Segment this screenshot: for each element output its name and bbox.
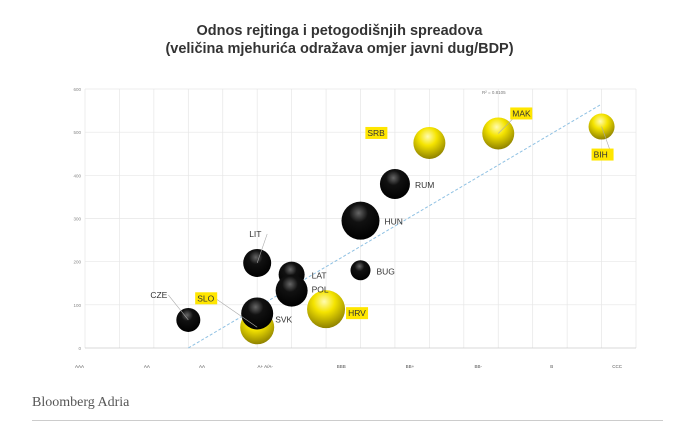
subtitle-line: (veličina mjehurića odražava omjer javni… bbox=[165, 41, 514, 57]
x-tick-label: AA bbox=[144, 364, 150, 369]
data-label: POL bbox=[312, 285, 329, 295]
data-label: RUM bbox=[415, 180, 434, 190]
x-tick-label: CCC bbox=[612, 364, 622, 369]
label-highlight bbox=[510, 107, 533, 120]
brand-footer: Bloomberg Adria bbox=[32, 395, 130, 410]
x-tick-label: AAA bbox=[75, 364, 84, 369]
y-tick-label: 400 bbox=[73, 173, 81, 178]
bubble-pol bbox=[275, 274, 308, 307]
x-tick-label: BB- bbox=[474, 364, 482, 369]
y-tick-label: 600 bbox=[73, 87, 81, 92]
trendline-r2-label: R² = 0.8105 bbox=[482, 90, 506, 95]
y-tick-label: 100 bbox=[73, 303, 81, 308]
data-label: HUN bbox=[385, 217, 403, 227]
data-label: CZE bbox=[150, 290, 167, 300]
label-highlight bbox=[591, 148, 614, 161]
chart-title: Odnos rejtinga i petogodišnjih spreadova… bbox=[0, 22, 679, 58]
leader-line bbox=[168, 294, 189, 321]
data-label: HRV bbox=[348, 308, 366, 318]
data-label: SRB bbox=[367, 128, 385, 138]
bubble-svk bbox=[241, 297, 274, 330]
data-label: SVK bbox=[275, 314, 292, 324]
y-tick-label: 500 bbox=[73, 130, 81, 135]
bubble-hun bbox=[341, 201, 380, 240]
bubble-rum bbox=[379, 168, 410, 199]
y-tick-label: 0 bbox=[78, 346, 81, 351]
bubble-srb bbox=[413, 126, 446, 159]
label-highlight bbox=[365, 126, 388, 139]
x-tick-label: A+ A/A- bbox=[258, 364, 274, 369]
label-highlight bbox=[195, 292, 218, 305]
y-tick-label: 200 bbox=[73, 260, 81, 265]
bubble-bug bbox=[350, 260, 371, 281]
y-tick-label: 300 bbox=[73, 217, 81, 222]
data-label: BUG bbox=[377, 266, 395, 276]
title-line: Odnos rejtinga i petogodišnjih spreadova bbox=[196, 23, 483, 39]
label-highlight bbox=[346, 307, 369, 320]
data-label: LAT bbox=[312, 271, 327, 281]
bubble-hrv bbox=[307, 290, 346, 329]
x-tick-label: B bbox=[550, 364, 553, 369]
leader-line bbox=[256, 233, 268, 264]
data-label: LIT bbox=[249, 229, 261, 239]
data-label: SLO bbox=[197, 293, 214, 303]
bubble-bih bbox=[588, 113, 615, 140]
leader-line bbox=[215, 298, 258, 328]
data-label: MAK bbox=[512, 108, 531, 118]
x-tick-label: AA bbox=[199, 364, 205, 369]
data-label: BIH bbox=[594, 150, 608, 160]
x-tick-label: BB+ bbox=[406, 364, 415, 369]
x-tick-label: BBB bbox=[337, 364, 346, 369]
divider bbox=[32, 420, 663, 421]
